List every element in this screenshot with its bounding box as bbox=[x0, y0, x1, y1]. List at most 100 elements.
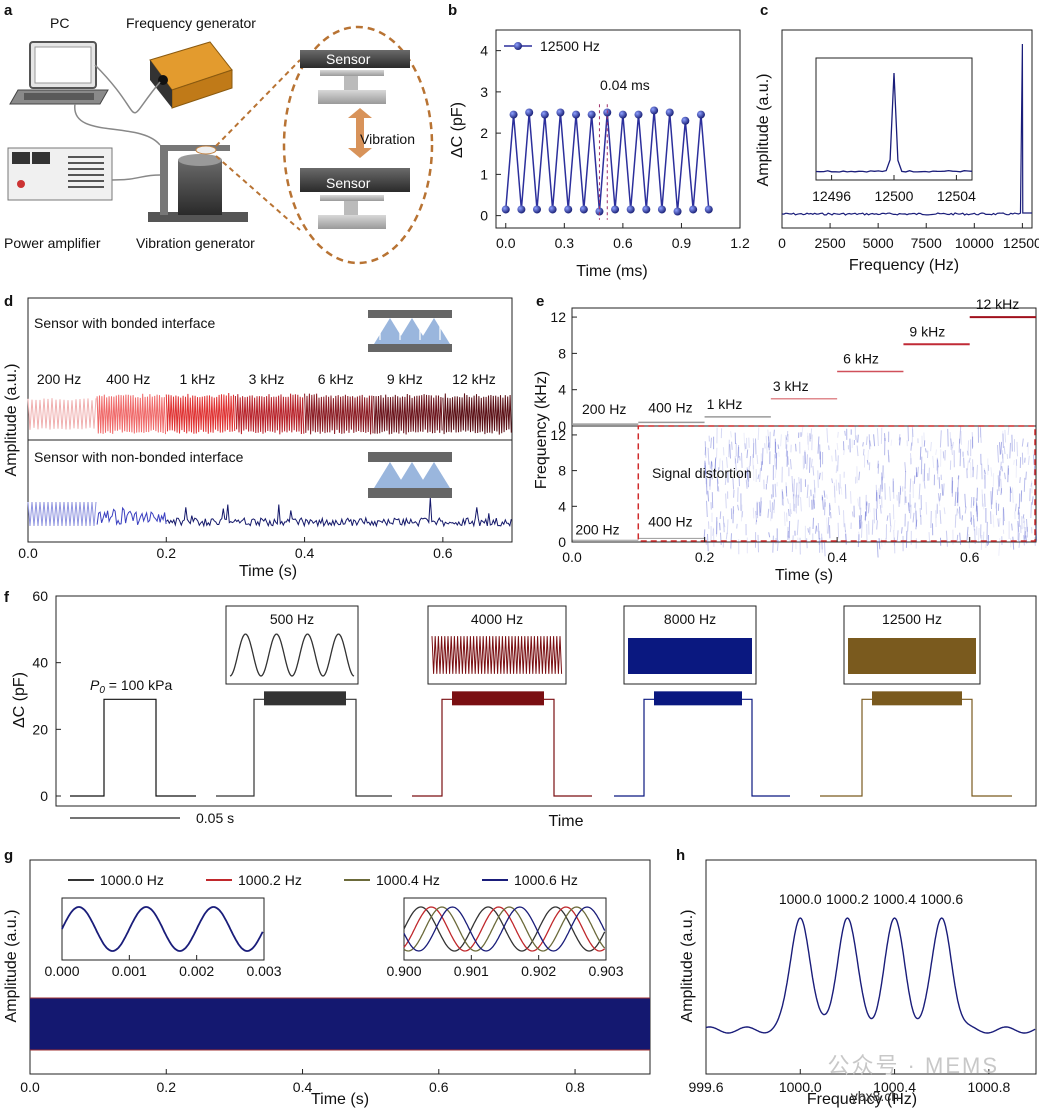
sensor-bottom-label: Sensor bbox=[326, 175, 371, 191]
panel-a-letter: a bbox=[4, 2, 13, 19]
panel-e-noise bbox=[793, 478, 795, 497]
panel-d-xticks: 0.0 0.2 0.4 0.6 bbox=[18, 537, 453, 561]
panel-e-noise bbox=[747, 469, 749, 488]
panel-e-noise bbox=[857, 498, 860, 507]
panel-e-noise bbox=[858, 531, 861, 541]
panel-e-noise bbox=[707, 533, 709, 552]
panel-e-noise bbox=[1035, 523, 1038, 541]
panel-e-noise bbox=[951, 441, 954, 449]
panel-e-noise bbox=[774, 454, 776, 467]
panel-e-noise bbox=[907, 426, 909, 442]
panel-e-noise bbox=[722, 516, 725, 533]
panel-e-noise bbox=[976, 464, 978, 480]
panel-e-noise bbox=[783, 511, 786, 526]
panel-g-legend-label: 1000.0 Hz bbox=[100, 872, 164, 888]
panel-e-xticks: 0.0 0.2 0.4 0.6 bbox=[562, 537, 980, 565]
panel-h-peak-label: 1000.0 bbox=[779, 891, 822, 907]
panel-b-point bbox=[673, 207, 682, 216]
panel-c-plot bbox=[781, 43, 1032, 216]
panel-e-noise bbox=[986, 540, 988, 546]
panel-e-noise bbox=[711, 461, 713, 480]
panel-g-xtick-label: 0.0 bbox=[20, 1079, 40, 1095]
panel-e-noise bbox=[878, 538, 881, 549]
panel-e-noise bbox=[999, 442, 1001, 455]
panel-f-pulse bbox=[70, 698, 196, 797]
bonded-interface-icon bbox=[368, 310, 452, 352]
panel-e-noise bbox=[835, 449, 837, 462]
panel-b: b 0 1 2 3 4 0.0 0.3 0.6 0.9 1.2 Time (ms) ΔC (pF… bbox=[448, 2, 750, 280]
panel-d-nonbonded-rest bbox=[165, 497, 512, 528]
panel-e-noise bbox=[771, 502, 773, 519]
panel-f-scale-label: 0.05 s bbox=[196, 810, 234, 826]
panel-d-bonded-segment bbox=[165, 392, 236, 434]
panel-e-noise bbox=[998, 537, 1001, 556]
panel-c-inset-peak bbox=[815, 72, 973, 173]
panel-e-noise bbox=[728, 439, 730, 458]
panel-d-segment-labels: 200 Hz 400 Hz 1 kHz 3 kHz 6 kHz 9 kHz 12 kHz bbox=[37, 371, 496, 387]
panel-d-segment-label: 200 Hz bbox=[37, 371, 81, 387]
panel-b-ylabel: ΔC (pF) bbox=[449, 102, 466, 158]
panel-e-noise bbox=[739, 455, 741, 461]
panel-b-legend-marker bbox=[514, 42, 522, 50]
panel-e-noise bbox=[746, 449, 749, 459]
panel-b-yticks: 0 1 2 3 4 bbox=[480, 43, 501, 224]
panel-e-noise bbox=[711, 461, 713, 467]
panel-b-ytick-label: 3 bbox=[480, 84, 488, 100]
panel-b-point bbox=[509, 110, 518, 119]
panel-e-noise bbox=[1003, 508, 1005, 522]
panel-h-xtick-label: 1000.0 bbox=[779, 1079, 822, 1095]
panel-e-noise bbox=[1000, 488, 1003, 496]
panel-e-noise bbox=[876, 520, 878, 530]
panel-e-noise bbox=[865, 502, 868, 517]
panel-e-noise bbox=[1017, 520, 1020, 533]
panel-e-noise bbox=[749, 455, 752, 467]
panel-e-noise bbox=[709, 473, 711, 490]
panel-e-bottom-label: 400 Hz bbox=[648, 513, 692, 529]
panel-h-peak-label: 1000.2 bbox=[826, 891, 869, 907]
panel-e-noise bbox=[831, 455, 833, 462]
panel-b-point bbox=[634, 110, 643, 119]
panel-g-inset2-tick-label: 0.901 bbox=[454, 963, 489, 979]
panel-e-noise bbox=[908, 502, 910, 514]
panel-e-noise bbox=[712, 527, 714, 536]
panel-e-noise bbox=[765, 435, 768, 454]
panel-b-legend: 12500 Hz bbox=[540, 38, 600, 54]
panel-e-noise bbox=[919, 446, 922, 460]
panel-f-pulse bbox=[614, 698, 790, 797]
watermark: 公众号 · MEMS bbox=[827, 1053, 999, 1078]
panel-e-noise bbox=[707, 490, 710, 502]
panel-b-frame bbox=[495, 29, 741, 229]
panel-e-noise bbox=[873, 434, 876, 447]
panel-e-noise bbox=[984, 493, 986, 507]
panel-e-noise bbox=[816, 526, 818, 532]
panel-e-noise bbox=[785, 482, 787, 494]
panel-e-plot: 200 Hz 400 Hz 1 kHz 3 kHz 6 kHz 9 kHz 12 kHz 20… bbox=[572, 296, 1038, 558]
panel-h-xtick-label: 1000.4 bbox=[873, 1079, 916, 1095]
panel-e-noise bbox=[1031, 496, 1034, 505]
panel-e-noise bbox=[830, 511, 832, 519]
panel-e-noise bbox=[795, 443, 797, 452]
vibration-arrow-icon bbox=[348, 108, 372, 158]
panel-e-noise bbox=[806, 538, 808, 549]
panel-d-bottom-title: Sensor with non-bonded interface bbox=[34, 449, 244, 465]
panel-e-noise bbox=[866, 459, 869, 465]
panel-d-segment-label: 3 kHz bbox=[249, 371, 285, 387]
panel-g-legend: 1000.0 Hz 1000.2 Hz 1000.4 Hz 1000.6 Hz bbox=[68, 872, 578, 888]
panel-e-noise bbox=[822, 496, 824, 510]
panel-e-noise bbox=[907, 521, 909, 532]
panel-e-noise bbox=[882, 465, 885, 479]
panel-e-noise bbox=[703, 529, 706, 538]
panel-e-noise bbox=[729, 444, 731, 459]
panel-b-ytick-label: 4 bbox=[480, 43, 488, 59]
panel-b-ytick-label: 0 bbox=[480, 208, 488, 224]
panel-e-noise bbox=[801, 427, 804, 436]
panel-e-noise bbox=[1024, 531, 1026, 542]
panel-e-noise bbox=[941, 484, 944, 496]
panel-f-plot: 500 Hz 4000 Hz 8000 Hz 12500 Hz bbox=[70, 605, 1012, 797]
panel-e-noise bbox=[971, 432, 974, 448]
panel-e-noise bbox=[951, 445, 953, 456]
panel-e-noise bbox=[945, 530, 948, 547]
panel-c-spectrum bbox=[781, 43, 1032, 216]
panel-e-noise bbox=[942, 451, 945, 459]
panel-e-noise bbox=[838, 482, 840, 495]
